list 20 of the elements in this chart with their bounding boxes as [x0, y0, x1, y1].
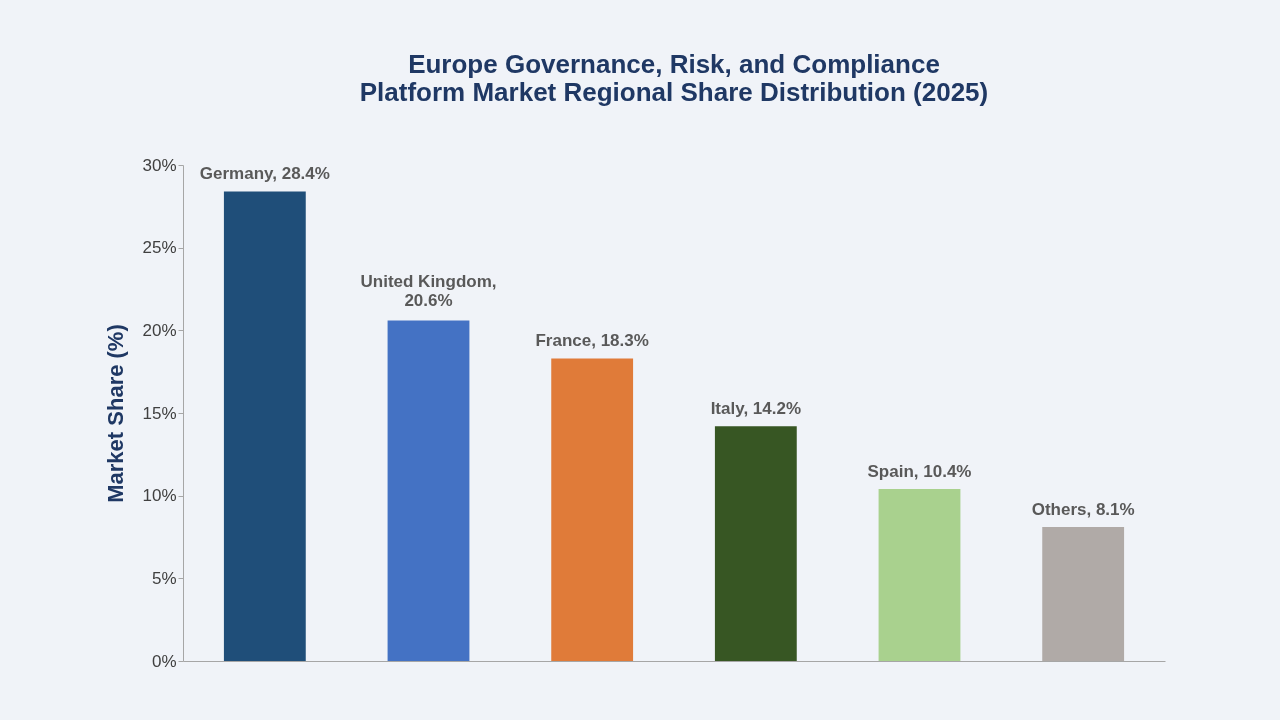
chart-title: Europe Governance, Risk, and Compliance Platform Market Regional Share Distribution (2025): [359, 49, 989, 107]
data-label: Germany, 28.4%: [199, 164, 330, 184]
bar: [714, 426, 797, 661]
data-label: Others, 8.1%: [1031, 500, 1135, 520]
y-tick-label: 30%: [142, 155, 177, 175]
data-label: United Kingdom, 20.6%: [360, 272, 497, 311]
y-tick-label: 20%: [142, 320, 177, 340]
y-tick-label: 15%: [142, 403, 177, 423]
data-label: Italy, 14.2%: [710, 399, 802, 419]
bar: [551, 358, 634, 661]
data-label: France, 18.3%: [535, 331, 649, 351]
y-tick-label: 10%: [142, 486, 177, 506]
y-tick-label: 25%: [142, 238, 177, 258]
data-label: Spain, 10.4%: [867, 462, 972, 482]
bar: [223, 191, 306, 661]
bar: [387, 320, 470, 661]
y-tick-label: 5%: [151, 568, 177, 588]
y-axis-title: Market Share (%): [103, 324, 129, 503]
bar: [878, 489, 961, 661]
y-tick-label: 0%: [151, 651, 177, 671]
